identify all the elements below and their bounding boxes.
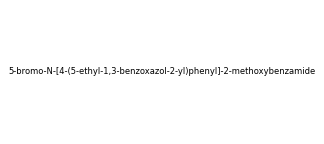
Text: 5-bromo-N-[4-(5-ethyl-1,3-benzoxazol-2-yl)phenyl]-2-methoxybenzamide: 5-bromo-N-[4-(5-ethyl-1,3-benzoxazol-2-y… [8,68,316,76]
